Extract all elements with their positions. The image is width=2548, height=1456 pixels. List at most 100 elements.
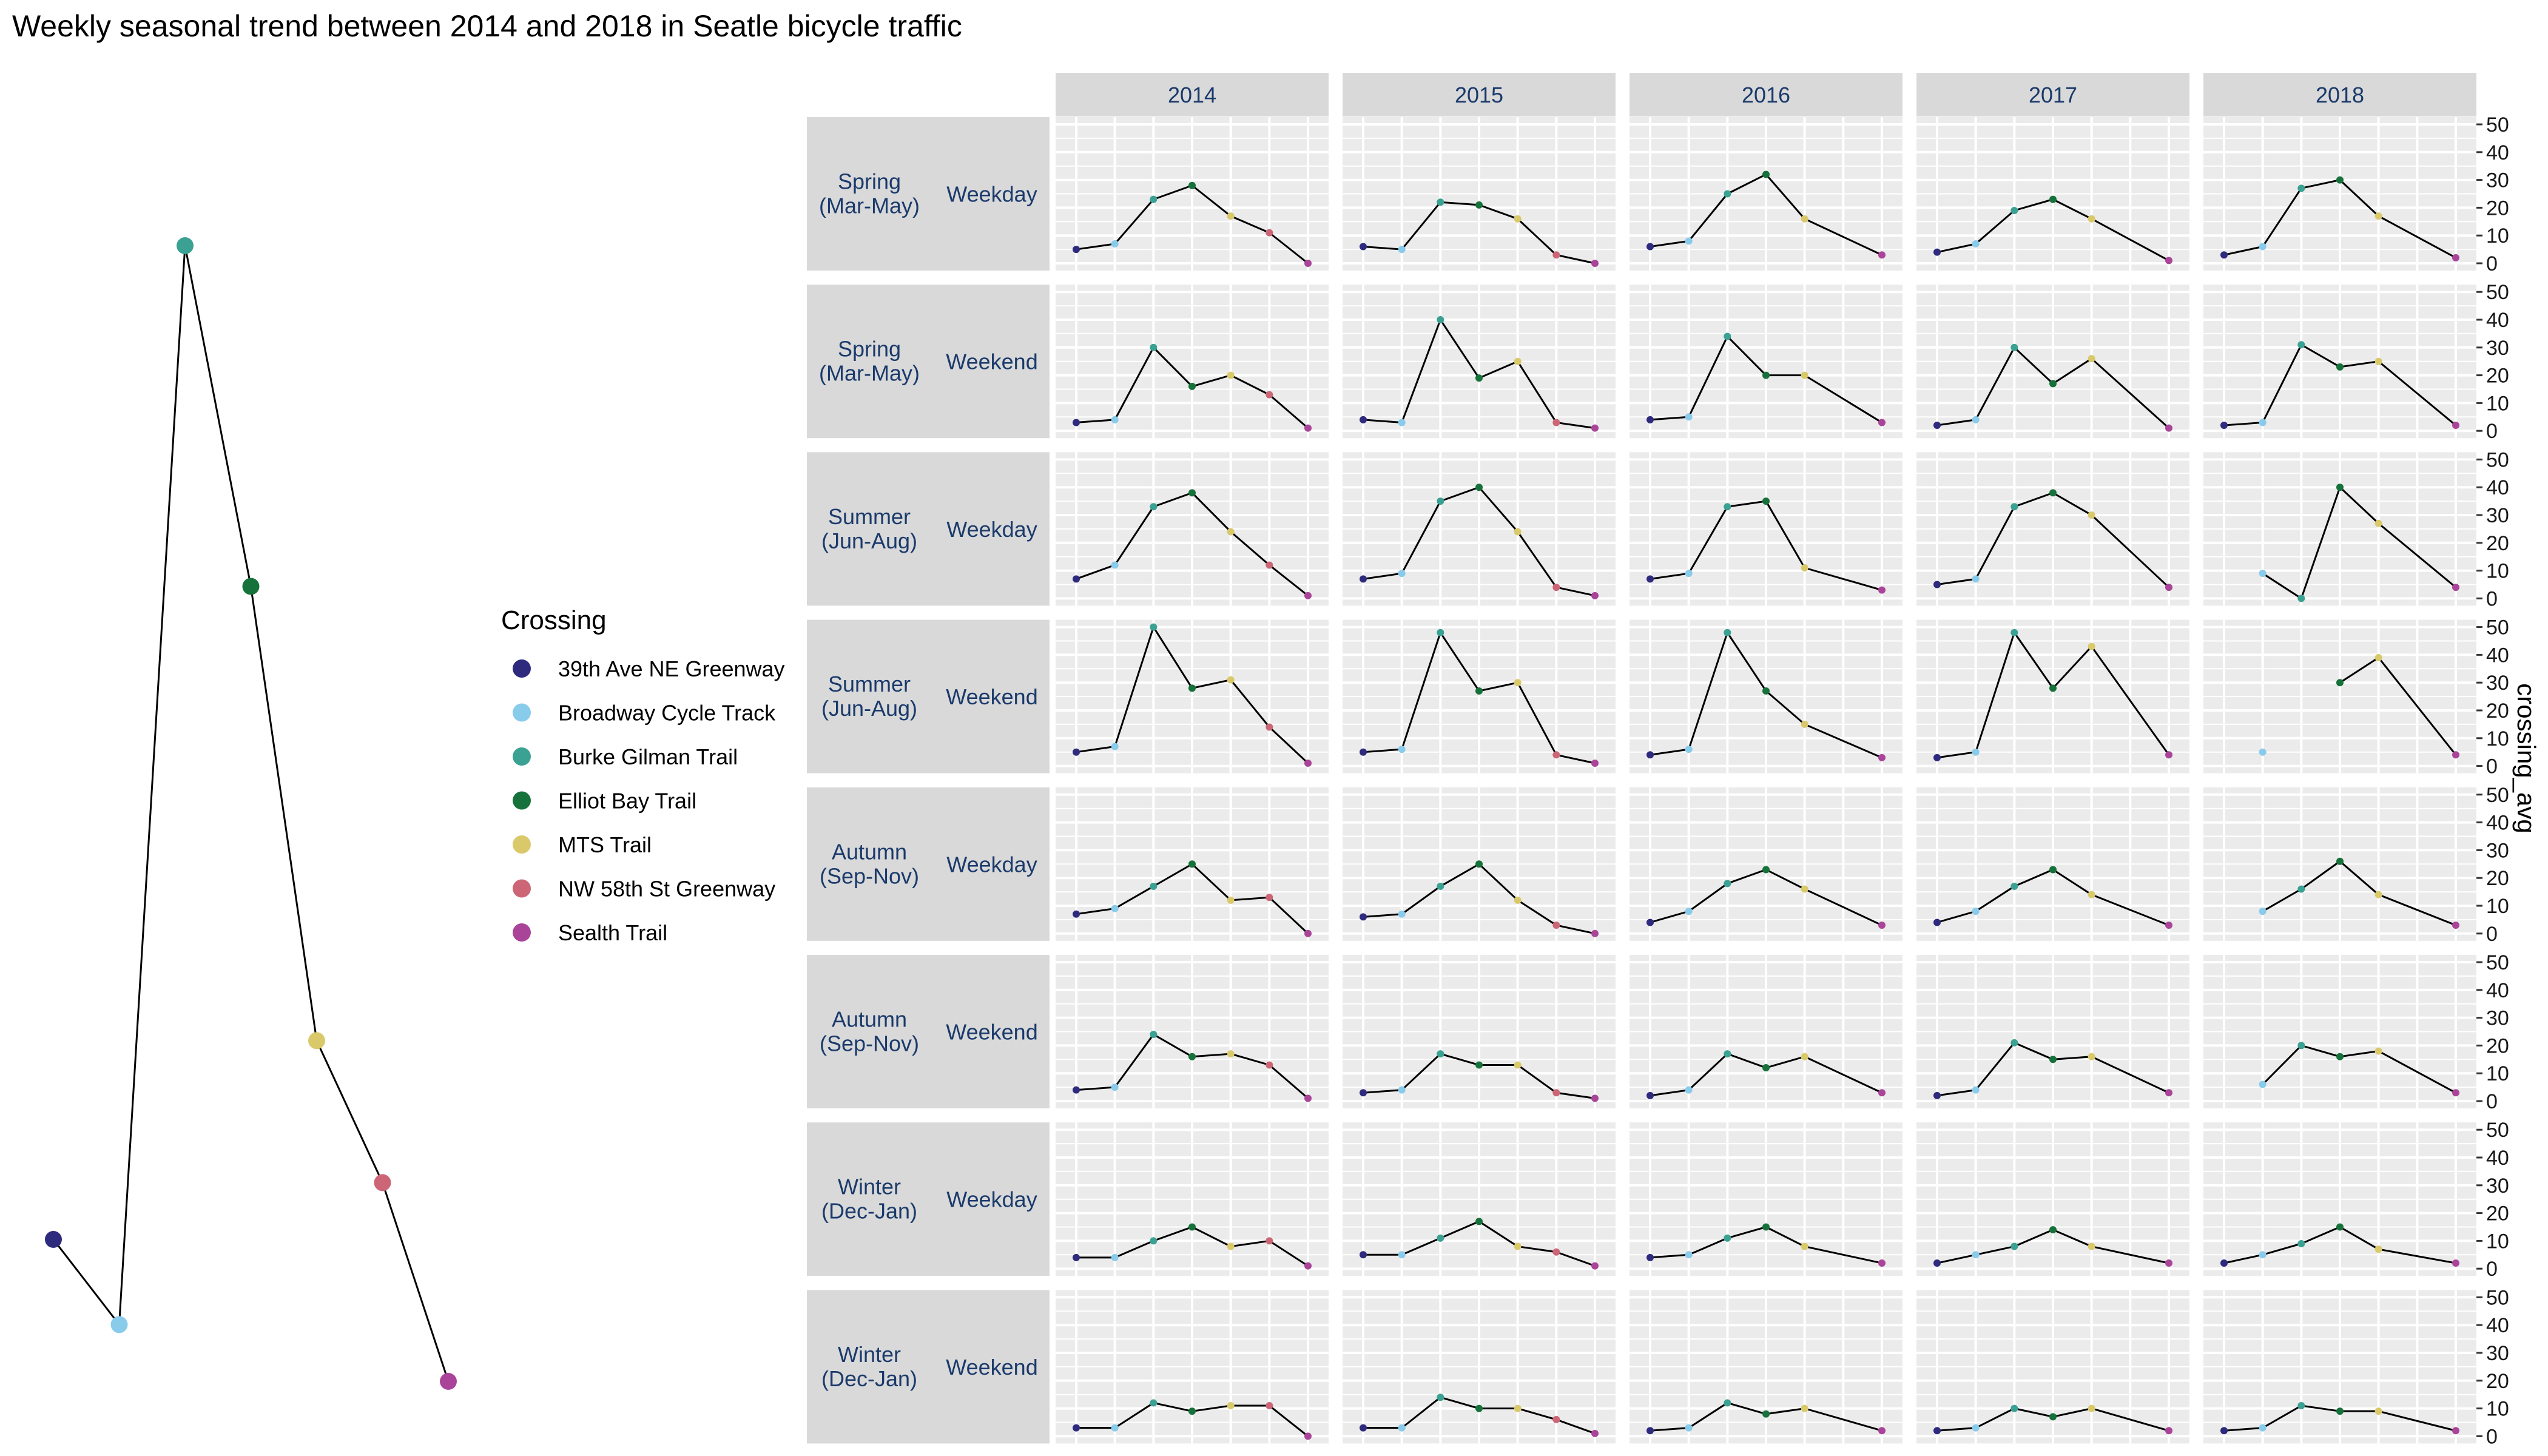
data-point [1724, 629, 1731, 636]
data-point [2049, 195, 2057, 203]
series-line [1650, 334, 1882, 423]
data-point [2336, 1053, 2344, 1060]
series-line [1650, 868, 1882, 926]
data-point [1646, 1427, 1654, 1435]
y-tick-label: 20 [2486, 867, 2509, 890]
data-point [1360, 416, 1367, 423]
data-point [1591, 1429, 1599, 1437]
data-point [1801, 720, 1808, 728]
data-point [1552, 251, 1560, 259]
data-point [1801, 1053, 1808, 1060]
data-point [1801, 1242, 1808, 1250]
y-tick-label: 0 [2486, 1425, 2498, 1448]
series-line [1650, 1401, 1882, 1432]
data-point [1073, 1253, 1080, 1261]
data-point [1591, 260, 1599, 267]
series-line [2223, 343, 2456, 426]
data-point [1972, 1251, 1980, 1259]
data-point [2452, 584, 2459, 592]
data-point [2165, 751, 2172, 759]
data-point [2165, 584, 2172, 592]
overview-point [308, 1032, 325, 1050]
year-strip-label: 2015 [1455, 83, 1503, 107]
data-point [1878, 922, 1886, 929]
y-tick-label: 30 [2486, 1342, 2509, 1365]
y-tick-label: 10 [2486, 1062, 2509, 1085]
y-tick-label: 10 [2486, 895, 2509, 918]
data-point [1304, 760, 1312, 767]
series-line [1650, 173, 1882, 256]
overview-point [242, 578, 260, 595]
data-point [1111, 1253, 1119, 1261]
facet-panel [1056, 955, 1329, 1108]
overview-point [110, 1316, 128, 1333]
facet-panel [1343, 452, 1616, 606]
data-point [1552, 584, 1560, 592]
data-point [1227, 1050, 1235, 1058]
legend-key [513, 747, 531, 766]
data-point [2259, 419, 2267, 426]
data-point [1188, 1407, 1196, 1415]
y-tick-label: 0 [2486, 1090, 2498, 1113]
data-point [1801, 564, 1808, 572]
data-point [1685, 570, 1693, 578]
data-point [1646, 1253, 1654, 1261]
data-point [1972, 748, 1980, 756]
year-strip-label: 2014 [1168, 83, 1216, 107]
data-point [1188, 1053, 1196, 1060]
data-point [1188, 1223, 1196, 1231]
data-point [1266, 894, 1273, 902]
y-tick-label: 20 [2486, 365, 2509, 388]
year-strip [1343, 73, 1616, 116]
data-point [2452, 1427, 2459, 1435]
data-point [2297, 1402, 2305, 1410]
data-point [1475, 1404, 1483, 1412]
data-point [1188, 382, 1196, 390]
facet-panel [1630, 452, 1903, 606]
data-point [2452, 1089, 2459, 1097]
facet-panel [1630, 955, 1903, 1108]
data-point [2259, 243, 2267, 251]
data-point [1398, 419, 1406, 426]
data-point [1266, 723, 1273, 731]
data-point [2336, 363, 2344, 371]
data-point [2220, 1427, 2228, 1435]
data-point [1437, 316, 1444, 323]
data-point [1724, 332, 1731, 340]
data-point [1972, 416, 1980, 423]
data-point [1933, 1091, 1941, 1099]
data-point [1266, 391, 1273, 399]
season-label: Winter (Dec-Jan) [821, 1175, 917, 1224]
data-point [1878, 251, 1886, 259]
row-strip [807, 452, 1050, 606]
data-point [1304, 1094, 1312, 1102]
data-point [1685, 413, 1693, 421]
data-point [1150, 195, 1158, 203]
data-point [1227, 528, 1235, 536]
series-line [1936, 1407, 2169, 1432]
y-tick-label: 10 [2486, 1230, 2509, 1253]
data-point [1646, 243, 1654, 251]
data-point [1304, 1432, 1312, 1440]
y-tick-label: 50 [2486, 1119, 2509, 1142]
year-strip-label: 2017 [2029, 83, 2077, 107]
data-point [2010, 1242, 2018, 1250]
data-point [2374, 891, 2382, 898]
year-strip-label: 2016 [1742, 83, 1790, 107]
data-point [2088, 355, 2095, 363]
data-point [2165, 424, 2172, 432]
facet-panel [2203, 285, 2476, 439]
data-point [2297, 595, 2305, 602]
facet-panel [1056, 285, 1329, 439]
data-point [1762, 371, 1770, 379]
data-point [1227, 371, 1235, 379]
data-point [2374, 1047, 2382, 1055]
y-tick-label: 40 [2486, 309, 2509, 332]
data-point [2049, 489, 2057, 497]
data-point [1646, 751, 1654, 759]
data-point [1227, 676, 1235, 684]
data-point [1685, 1086, 1693, 1094]
data-point [1724, 1234, 1731, 1242]
row-strip [807, 1122, 1050, 1276]
